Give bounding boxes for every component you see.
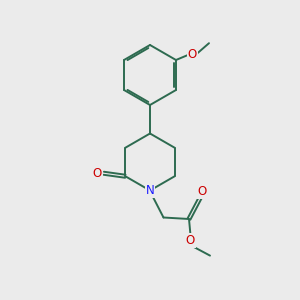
Text: O: O (92, 167, 102, 180)
Text: N: N (146, 184, 154, 197)
Text: O: O (197, 185, 206, 198)
Text: O: O (188, 48, 197, 61)
Text: O: O (186, 234, 195, 247)
